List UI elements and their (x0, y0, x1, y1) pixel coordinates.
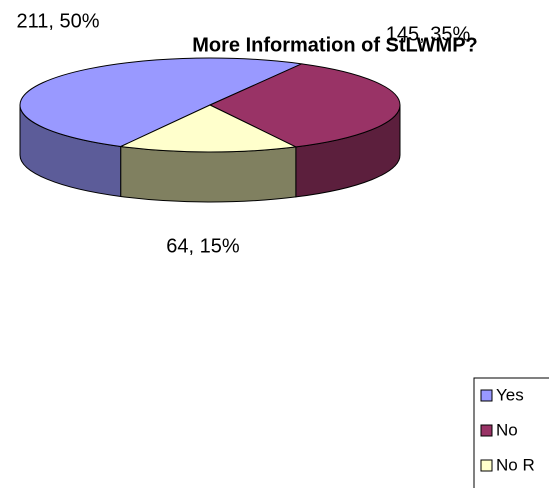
legend-label: Yes (496, 385, 524, 404)
data-label: 211, 50% (16, 10, 99, 32)
data-label: 145, 35% (386, 23, 471, 45)
slice (208, 63, 401, 148)
chart-title: More Information of StLWMP? (192, 34, 478, 56)
legend-swatch (480, 389, 493, 402)
slice-side (120, 145, 297, 203)
pie (19, 57, 401, 203)
data-label: 64, 15% (166, 235, 240, 257)
legend-label: No R (496, 455, 535, 474)
slice (19, 57, 304, 148)
legend-swatch (480, 459, 493, 472)
slice (119, 104, 298, 153)
legend-swatch (480, 424, 493, 437)
legend-label: No (496, 420, 518, 439)
